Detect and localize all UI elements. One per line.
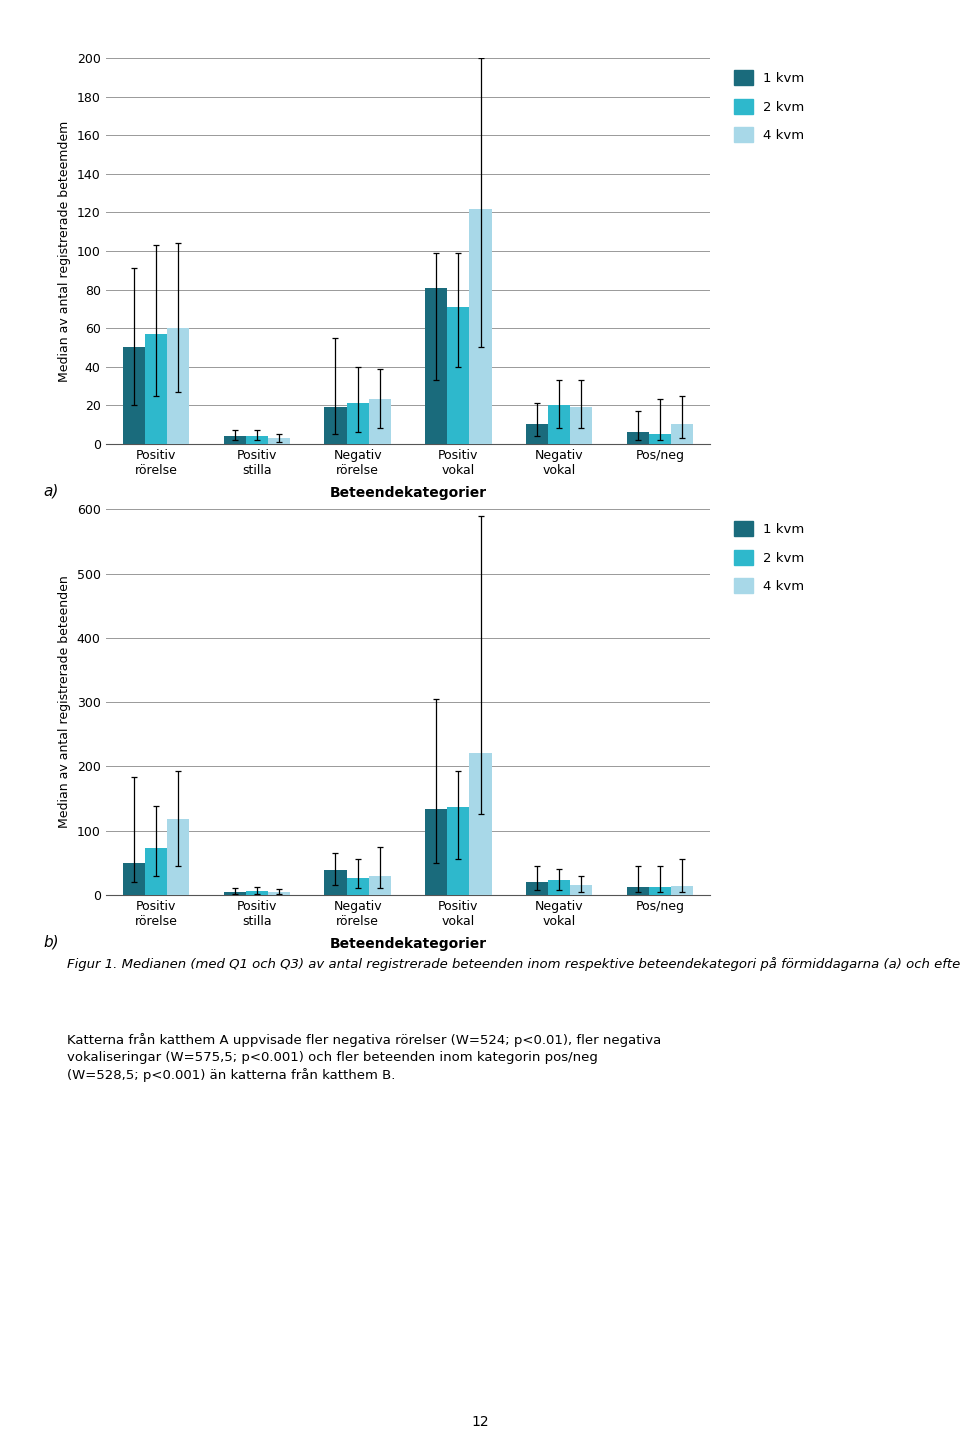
Y-axis label: Median av antal registrerade beteenden: Median av antal registrerade beteenden — [59, 576, 71, 828]
Bar — [469, 754, 492, 895]
Bar — [548, 880, 570, 895]
Bar — [425, 288, 447, 444]
Bar — [224, 436, 246, 444]
Bar — [246, 436, 268, 444]
Bar — [246, 890, 268, 895]
Legend: 1 kvm, 2 kvm, 4 kvm: 1 kvm, 2 kvm, 4 kvm — [729, 65, 810, 147]
Bar — [347, 403, 369, 444]
Bar — [526, 425, 548, 444]
Bar — [347, 879, 369, 895]
Text: b): b) — [43, 934, 59, 949]
Bar — [649, 434, 671, 444]
Text: a): a) — [43, 483, 59, 498]
Text: 12: 12 — [471, 1414, 489, 1429]
Bar — [369, 876, 391, 895]
X-axis label: Beteendekategorier: Beteendekategorier — [329, 937, 487, 950]
Bar — [627, 432, 649, 444]
Bar — [447, 806, 469, 895]
Bar — [526, 882, 548, 895]
Bar — [548, 406, 570, 444]
Bar — [369, 400, 391, 444]
Y-axis label: Median av antal registrerade beteemdem: Median av antal registrerade beteemdem — [59, 121, 71, 381]
Bar — [123, 348, 145, 444]
Legend: 1 kvm, 2 kvm, 4 kvm: 1 kvm, 2 kvm, 4 kvm — [729, 517, 810, 598]
Bar — [145, 848, 167, 895]
Bar — [224, 892, 246, 895]
Bar — [268, 438, 290, 444]
Bar — [469, 208, 492, 444]
Text: Figur 1. Medianen (med Q1 och Q3) av antal registrerade beteenden inom respektiv: Figur 1. Medianen (med Q1 och Q3) av ant… — [67, 957, 960, 972]
Bar — [324, 407, 347, 444]
Bar — [570, 407, 592, 444]
Bar — [447, 307, 469, 444]
Bar — [123, 863, 145, 895]
Bar — [649, 888, 671, 895]
Bar — [425, 809, 447, 895]
Bar — [167, 327, 189, 444]
Bar — [324, 870, 347, 895]
X-axis label: Beteendekategorier: Beteendekategorier — [329, 486, 487, 499]
Bar — [570, 885, 592, 895]
Bar — [627, 888, 649, 895]
Bar — [268, 892, 290, 895]
Bar — [167, 819, 189, 895]
Bar — [145, 333, 167, 444]
Text: Katterna från katthem A uppvisade fler negativa rörelser (W=524; p<0.01), fler n: Katterna från katthem A uppvisade fler n… — [67, 1033, 661, 1083]
Bar — [671, 886, 693, 895]
Bar — [671, 425, 693, 444]
